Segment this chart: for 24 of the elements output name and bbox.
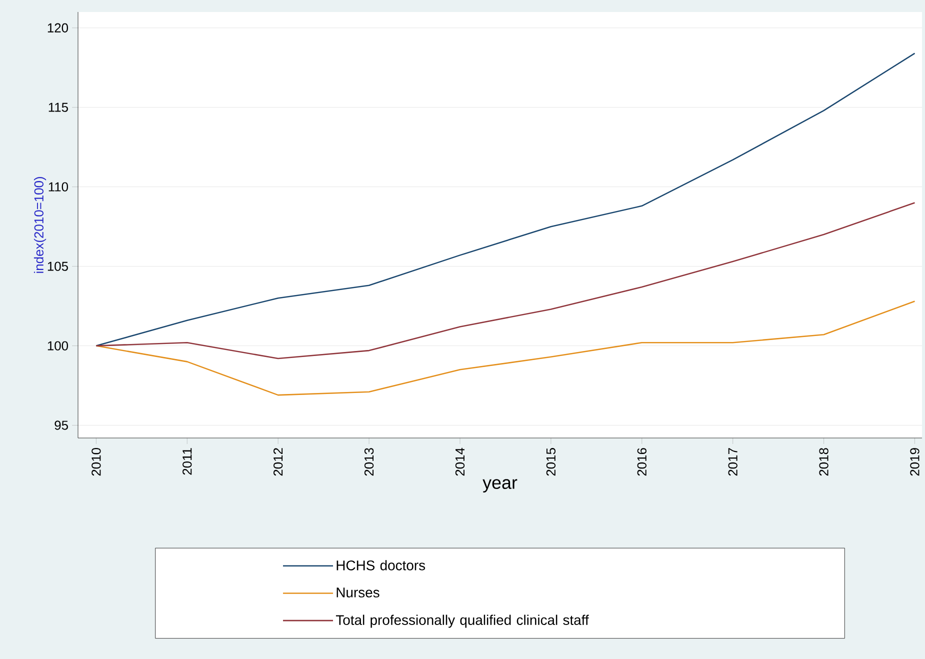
x-tick-label: 2011 (182, 448, 192, 475)
legend-label: HCHS doctors (336, 560, 426, 570)
x-tick-label: 2018 (819, 448, 828, 476)
x-tick-label: 2013 (364, 448, 374, 476)
y-axis-title: index(2010=100) (34, 177, 46, 273)
line-series (96, 52, 916, 346)
y-tick-label: 115 (48, 102, 68, 112)
y-tick-label: 120 (48, 23, 68, 32)
y-tick-label: 110 (48, 182, 68, 192)
legend-label: Nurses (336, 588, 380, 598)
line-series (96, 202, 916, 360)
x-tick-label: 2016 (637, 448, 646, 476)
line-series (96, 300, 916, 396)
y-tick-label: 105 (48, 262, 68, 271)
x-tick-label: 2012 (274, 448, 283, 476)
legend-label: Total professionally qualified clinical staff (336, 614, 589, 628)
y-tick-label: 100 (48, 341, 68, 350)
x-tick-label: 2019 (910, 448, 920, 476)
y-tick-label: 95 (54, 420, 68, 430)
x-tick-label: 2015 (546, 448, 556, 476)
x-tick-label: 2014 (455, 448, 465, 476)
x-tick-label: 2010 (92, 448, 101, 476)
x-axis-title: year (482, 479, 518, 493)
x-tick-label: 2017 (728, 448, 738, 476)
